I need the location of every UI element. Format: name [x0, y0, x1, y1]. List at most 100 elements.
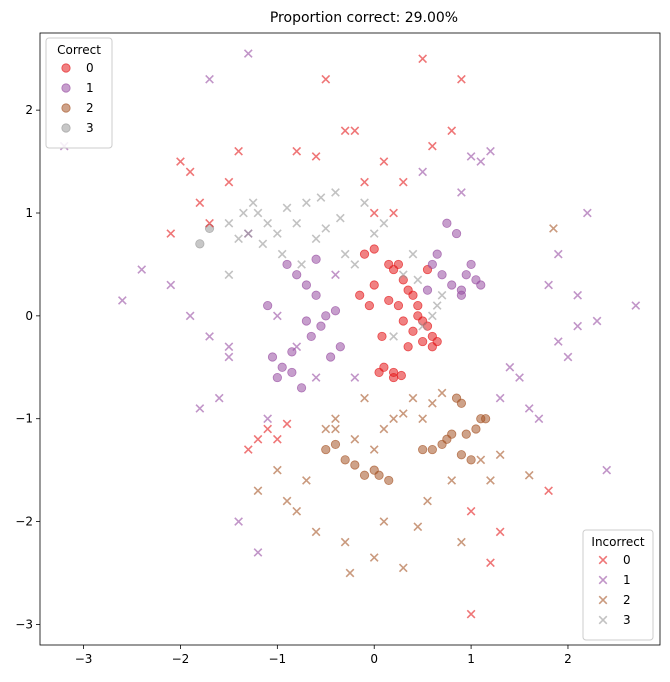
legend-marker-2	[61, 103, 71, 113]
correct-class-1-point	[422, 285, 433, 295]
legend-marker-1	[61, 83, 71, 93]
incorrect-class-2-point	[350, 434, 360, 444]
incorrect-class-0-point	[176, 157, 185, 166]
incorrect-class-0-point	[185, 167, 195, 177]
incorrect-class-1-point	[466, 152, 476, 161]
incorrect-class-1-point	[331, 270, 340, 280]
incorrect-class-3-point	[243, 229, 253, 238]
legend-label-2: 2	[86, 101, 94, 115]
x-tick-label: −2	[172, 652, 190, 666]
correct-class-2-point	[471, 424, 481, 434]
incorrect-class-2-point	[549, 224, 558, 233]
incorrect-class-3-point	[311, 234, 321, 244]
incorrect-class-2-point	[457, 537, 466, 547]
correct-class-0-point	[374, 367, 384, 378]
correct-class-0-point	[369, 280, 379, 290]
correct-class-0-point	[408, 326, 418, 336]
correct-class-2-point	[330, 439, 341, 450]
incorrect-class-0-point	[272, 434, 282, 444]
correct-class-1-point	[326, 352, 336, 362]
incorrect-class-3-point	[408, 249, 418, 259]
incorrect-class-1-point	[534, 414, 544, 424]
incorrect-class-1-point	[350, 373, 360, 382]
legend-label-3: 3	[86, 121, 94, 135]
correct-class-2-point	[442, 434, 452, 444]
incorrect-class-2-point	[495, 450, 505, 460]
incorrect-class-1-point	[515, 373, 524, 382]
incorrect-class-3-point	[432, 301, 442, 310]
legend-marker-1	[598, 575, 608, 585]
incorrect-class-2-point	[369, 553, 379, 562]
incorrect-class-3-point	[248, 198, 258, 208]
legend-label-0: 0	[623, 553, 631, 567]
incorrect-class-2-point	[389, 414, 398, 424]
y-tick-label: 0	[25, 309, 33, 323]
incorrect-class-1-point	[602, 465, 612, 475]
incorrect-class-0-point	[369, 208, 379, 218]
correct-class-1-point	[316, 321, 326, 331]
legend-marker-0	[598, 555, 608, 565]
correct-class-2-point	[456, 450, 467, 460]
legend-marker-0	[61, 63, 71, 73]
incorrect-class-0-point	[311, 152, 321, 161]
correct-class-1-point	[263, 300, 273, 311]
incorrect-class-0-point	[224, 177, 234, 187]
incorrect-class-0-point	[340, 126, 350, 136]
incorrect-class-2-point	[360, 393, 369, 403]
incorrect-class-3-point	[340, 249, 350, 259]
legend-marker-3	[61, 123, 71, 133]
incorrect-class-2-point	[292, 506, 302, 516]
incorrect-class-1-point	[263, 414, 273, 424]
incorrect-class-2-point	[447, 476, 457, 485]
correct-class-1-point	[335, 342, 345, 352]
correct-class-1-point	[476, 280, 486, 290]
incorrect-class-0-point	[360, 177, 369, 187]
incorrect-class-1-point	[137, 265, 147, 274]
correct-class-1-point	[277, 362, 287, 372]
correct-class-0-point	[403, 342, 413, 352]
incorrect-class-2-point	[369, 445, 379, 454]
incorrect-class-2-point	[311, 527, 321, 537]
incorrect-class-3-point	[224, 270, 234, 280]
incorrect-class-2-point	[524, 470, 534, 480]
correct-class-1-point	[282, 259, 292, 270]
correct-class-1-point	[456, 285, 467, 295]
incorrect-class-1-point	[573, 290, 583, 300]
incorrect-class-2-point	[423, 496, 432, 506]
incorrect-class-3-point	[316, 193, 326, 202]
incorrect-class-0-point	[350, 126, 360, 136]
correct-class-1-point	[427, 259, 437, 270]
correct-class-2-point	[384, 475, 394, 486]
incorrect-class-1-point	[592, 316, 602, 326]
incorrect-class-1-point	[117, 296, 127, 305]
correct-class-2-point	[321, 444, 331, 455]
correct-class-3-point	[195, 239, 205, 249]
incorrect-class-0-point	[253, 434, 263, 444]
incorrect-class-2-point	[486, 476, 495, 485]
correct-class-0-point	[384, 295, 394, 306]
legend-label-1: 1	[86, 81, 94, 95]
x-tick-label: −3	[75, 652, 93, 666]
legend-label-1: 1	[623, 573, 631, 587]
incorrect-class-2-point	[408, 393, 418, 403]
incorrect-class-2-point	[398, 409, 408, 418]
incorrect-class-3-point	[335, 213, 345, 223]
correct-class-0-point	[388, 367, 399, 378]
incorrect-class-0-point	[544, 486, 553, 496]
correct-class-1-point	[287, 367, 297, 378]
incorrect-class-2-point	[331, 414, 340, 424]
incorrect-class-3-point	[360, 198, 369, 208]
incorrect-class-1-point	[553, 249, 563, 259]
incorrect-class-3-point	[369, 229, 379, 238]
correct-class-1-point	[437, 270, 447, 280]
correct-class-1-point	[311, 290, 321, 300]
correct-class-0-point	[393, 259, 404, 270]
correct-class-2-point	[340, 455, 350, 465]
correct-class-0-point	[418, 336, 428, 347]
legend-marker-3	[598, 615, 608, 625]
correct-class-1-point	[311, 254, 321, 264]
incorrect-class-2-point	[427, 398, 437, 408]
incorrect-class-3-point	[427, 311, 437, 321]
incorrect-class-3-point	[253, 208, 263, 218]
incorrect-class-1-point	[224, 342, 234, 352]
